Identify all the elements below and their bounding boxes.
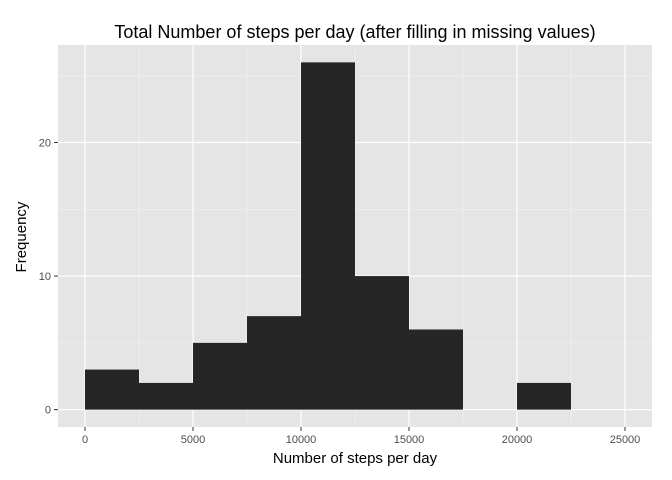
- x-tick-label: 10000: [286, 434, 317, 446]
- x-tick-label: 15000: [394, 434, 425, 446]
- histogram-bar: [139, 382, 193, 410]
- histogram-bar: [193, 342, 247, 410]
- histogram-bars: [85, 62, 571, 410]
- x-axis-title: Number of steps per day: [273, 450, 438, 467]
- histogram-bar: [517, 382, 571, 410]
- x-tick-label: 20000: [502, 434, 533, 446]
- axes: 0 5000 10000 15000 20000 25000 0 10 20: [39, 138, 641, 446]
- histogram-bar: [247, 316, 301, 410]
- y-tick-label: 20: [39, 138, 51, 150]
- histogram-bar: [301, 62, 355, 410]
- x-tick-label: 5000: [181, 434, 205, 446]
- y-tick-label: 0: [45, 405, 51, 417]
- chart-title: Total Number of steps per day (after fil…: [114, 22, 595, 42]
- histogram-bar: [85, 369, 139, 410]
- x-tick-label: 0: [82, 434, 88, 446]
- histogram-bar: [409, 329, 463, 410]
- y-axis-title: Frequency: [13, 201, 30, 272]
- y-tick-label: 10: [39, 271, 51, 283]
- x-tick-label: 25000: [610, 434, 641, 446]
- histogram-bar: [355, 276, 409, 410]
